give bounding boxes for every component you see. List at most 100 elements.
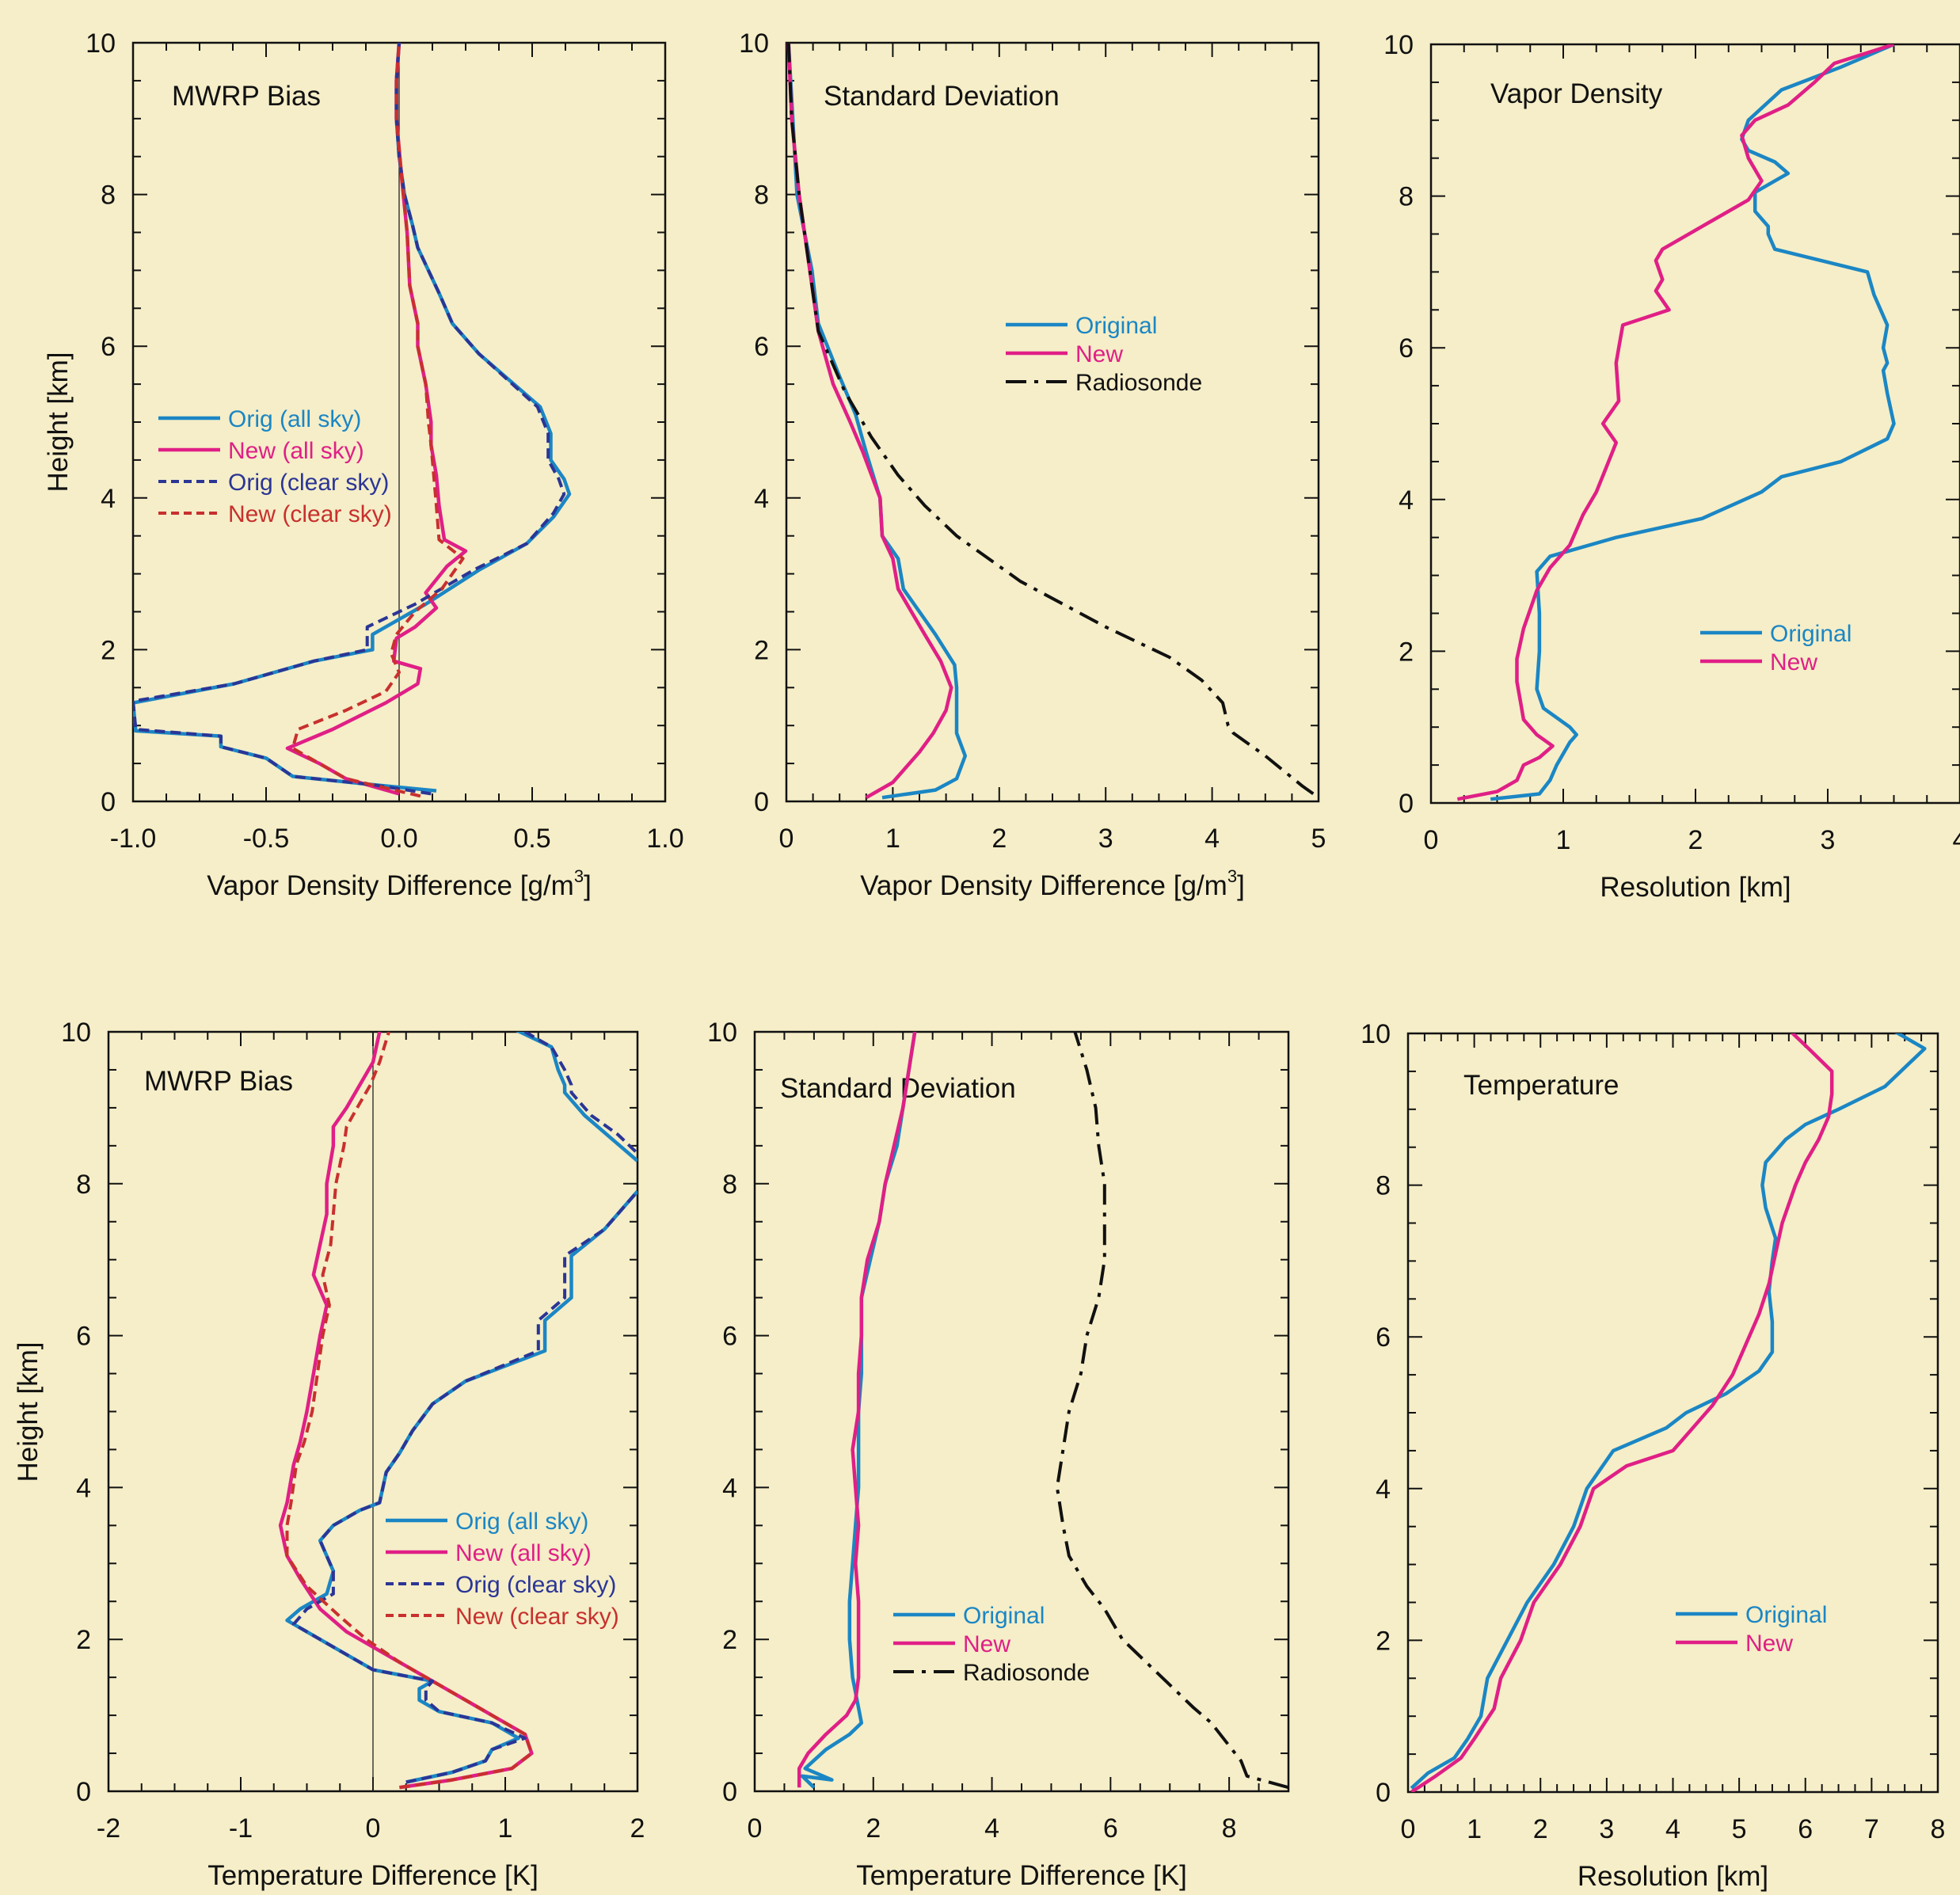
y-tick-label: 10 <box>707 1018 737 1048</box>
x-tick-label: -1.0 <box>110 824 157 854</box>
x-tick-label: 3 <box>1098 824 1113 854</box>
legend-label: New (all sky) <box>228 438 364 464</box>
legend-label: Original <box>963 1603 1045 1629</box>
series-line-orig-clear-sky-upper <box>524 1032 637 1155</box>
panel-4: -2 -1 0 1 2 0 2 4 6 8 10 Temperature Difference [K]… <box>13 1018 645 1891</box>
y-tick-label: 6 <box>76 1322 91 1352</box>
y-tick-label: 10 <box>739 29 769 59</box>
y-tick-label: 10 <box>86 29 116 59</box>
x-tick-label: 1 <box>498 1813 513 1844</box>
panel-5: 0 2 4 6 8 0 2 4 6 8 10 Temperature Difference [K] St… <box>707 1018 1290 1891</box>
x-tick-label: 7 <box>1864 1814 1879 1844</box>
legend-label: New <box>1770 649 1817 675</box>
x-tick-label: 8 <box>1931 1814 1946 1844</box>
x-tick-label: 0 <box>779 824 794 854</box>
y-tick-label: 8 <box>76 1170 91 1200</box>
x-tick-label: 2 <box>630 1813 645 1844</box>
x-tick-label: 0.0 <box>380 824 417 854</box>
x-tick-label: 1 <box>1467 1814 1482 1844</box>
y-tick-label: 10 <box>1361 1019 1391 1049</box>
panel-title: Standard Deviation <box>824 81 1060 112</box>
legend-label: Radiosonde <box>963 1660 1090 1686</box>
y-tick-label: 8 <box>101 181 116 211</box>
x-tick-label: 2 <box>991 824 1007 854</box>
legend-label: Orig (all sky) <box>455 1509 588 1535</box>
y-tick-label: 4 <box>754 484 769 514</box>
legend-label: Orig (all sky) <box>228 406 361 432</box>
x-tick-label: 0.5 <box>513 824 550 854</box>
x-tick-label: 4 <box>984 1813 999 1844</box>
y-tick-label: 0 <box>722 1777 737 1807</box>
series-line-new-clear-sky <box>285 1032 534 1790</box>
y-axis-label: Height [km] <box>43 352 74 493</box>
series-line-original <box>786 43 968 800</box>
legend-label: Original <box>1770 621 1852 647</box>
x-tick-label: 1 <box>1556 825 1571 855</box>
x-axis-label: Temperature Difference [K] <box>856 1860 1187 1891</box>
x-tick-label: 5 <box>1311 824 1326 854</box>
x-tick-label: 0 <box>366 1813 381 1844</box>
x-axis-label: Temperature Difference [K] <box>207 1860 539 1891</box>
y-tick-label: 2 <box>76 1625 91 1655</box>
legend-label: New <box>1075 341 1123 367</box>
panel-3: 0 1 2 3 4 0 2 4 6 8 10 Resolution [km] Vapor Density… <box>1383 30 1960 903</box>
series-line-new <box>797 1032 917 1788</box>
x-tick-label: 2 <box>1533 1814 1548 1844</box>
y-tick-label: 6 <box>101 332 116 362</box>
series-line-original <box>1410 1033 1927 1790</box>
legend-label: Radiosonde <box>1075 370 1202 396</box>
y-tick-label: 10 <box>61 1018 91 1048</box>
x-tick-label: 2 <box>1688 825 1703 855</box>
x-tick-label: 6 <box>1798 1814 1813 1844</box>
y-tick-label: 6 <box>1376 1322 1391 1353</box>
x-axis-label: Resolution [km] <box>1578 1861 1768 1892</box>
y-tick-label: 2 <box>101 635 116 665</box>
y-tick-label: 0 <box>754 787 769 817</box>
y-tick-label: 4 <box>1399 485 1414 516</box>
x-tick-label: 6 <box>1103 1813 1118 1844</box>
panel-2: 0 1 2 3 4 5 0 2 4 6 8 10 Vapor Density Difference [g… <box>739 29 1326 901</box>
x-tick-label: 4 <box>1665 1814 1680 1844</box>
panel-title: Temperature <box>1463 1070 1619 1101</box>
panel-title: Standard Deviation <box>780 1073 1016 1104</box>
legend-label: New (all sky) <box>455 1540 592 1566</box>
y-tick-label: 0 <box>101 787 116 817</box>
legend-label: Original <box>1075 313 1157 339</box>
x-tick-label: 4 <box>1205 824 1220 854</box>
x-tick-label: 0 <box>1424 825 1439 855</box>
y-tick-label: 2 <box>1399 637 1414 667</box>
legend-label: New <box>1745 1631 1793 1657</box>
legend-label: New (clear sky) <box>228 501 392 527</box>
x-tick-label: 2 <box>866 1813 881 1844</box>
y-tick-label: 4 <box>1376 1475 1391 1505</box>
series-line-new <box>786 43 953 800</box>
x-axis-label: Vapor Density Difference [g/m3] <box>207 866 592 901</box>
y-tick-label: 4 <box>101 484 116 514</box>
y-tick-label: 0 <box>1399 789 1414 819</box>
legend-label: New <box>963 1631 1010 1657</box>
panel-title: Vapor Density <box>1490 78 1663 109</box>
panel-1: -1.0 -0.5 0.0 0.5 1.0 0 2 4 6 8 10 Vapor Density Di… <box>43 29 684 901</box>
y-tick-label: 6 <box>754 332 769 362</box>
y-tick-label: 2 <box>754 635 769 665</box>
x-tick-label: 3 <box>1599 1814 1614 1844</box>
series-line-original <box>1490 44 1896 801</box>
y-axis-label: Height [km] <box>13 1342 44 1482</box>
y-tick-label: 8 <box>1376 1171 1391 1201</box>
panel-title: MWRP Bias <box>144 1066 293 1097</box>
x-axis-label: Vapor Density Difference [g/m3] <box>860 866 1245 901</box>
x-tick-label: 1.0 <box>646 824 683 854</box>
y-tick-label: 8 <box>722 1170 737 1200</box>
x-axis-label: Resolution [km] <box>1600 872 1791 903</box>
series-line-radiosonde <box>786 43 1315 796</box>
series-line-orig-clear-sky <box>291 1190 637 1784</box>
x-tick-label: -0.5 <box>243 824 290 854</box>
y-tick-label: 0 <box>1376 1778 1391 1808</box>
x-tick-label: 0 <box>1401 1814 1416 1844</box>
y-tick-label: 2 <box>1376 1626 1391 1656</box>
x-tick-label: 4 <box>1953 825 1960 855</box>
x-tick-label: -1 <box>229 1813 253 1844</box>
y-tick-label: 10 <box>1383 30 1414 60</box>
